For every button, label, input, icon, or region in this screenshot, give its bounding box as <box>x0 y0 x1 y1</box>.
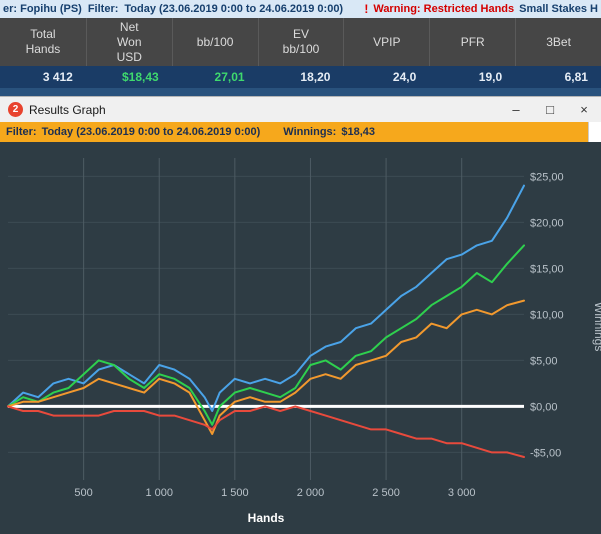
graph-filter-bar: Filter: Today (23.06.2019 0:00 to 24.06.… <box>0 122 601 142</box>
stat-value-bb100: 27,01 <box>214 70 245 84</box>
svg-text:3 000: 3 000 <box>448 487 476 499</box>
winnings-label: Winnings: <box>283 126 337 138</box>
warning-exclamation-icon: ! <box>364 2 369 16</box>
stat-value-pfr: 19,0 <box>478 70 503 84</box>
graph-filter-label: Filter: <box>6 126 37 138</box>
svg-text:2 500: 2 500 <box>372 487 400 499</box>
window-controls: – □ × <box>499 97 601 122</box>
svg-text:$0,00: $0,00 <box>530 401 558 413</box>
app-icon-glyph: 2 <box>12 104 19 115</box>
stat-header-net-won-usd: Net Won USD <box>85 18 172 66</box>
results-graph-titlebar[interactable]: 2 Results Graph – □ × <box>0 96 601 122</box>
hud-stats-header: Total Hands Net Won USD bb/100 EV bb/100… <box>0 18 601 66</box>
results-graph-chart: $25,00 $20,00 $15,00 $10,00 $5,00 $0,00 -$5,00… <box>0 142 601 534</box>
graph-filter-value: Today (23.06.2019 0:00 to 24.06.2019 0:0… <box>41 126 261 138</box>
stat-header-ev-bb100: EV bb/100 <box>257 18 344 66</box>
window-title: Results Graph <box>29 102 106 117</box>
svg-text:-$5,00: -$5,00 <box>530 447 561 459</box>
maximize-button[interactable]: □ <box>546 102 554 117</box>
svg-text:$25,00: $25,00 <box>530 171 564 183</box>
player-name-fragment: er: Fopihu (PS) <box>3 3 82 15</box>
warning-text: Warning: Restricted Hands <box>373 3 515 15</box>
scrollbar-stub[interactable] <box>588 122 601 142</box>
close-button[interactable]: × <box>580 102 588 117</box>
hud-window-bottom-edge <box>0 88 601 96</box>
stat-header-vpip: VPIP <box>343 18 429 66</box>
svg-text:$10,00: $10,00 <box>530 309 564 321</box>
minimize-button[interactable]: – <box>512 102 520 117</box>
top-filter-label: Filter: <box>87 3 119 15</box>
stat-value-ev-bb100: 18,20 <box>300 70 331 84</box>
stat-header-bb100: bb/100 <box>171 18 258 66</box>
hud-stats-values: 3 412 $18,43 27,01 18,20 24,0 19,0 6,81 <box>0 66 601 88</box>
top-filter-value: Today (23.06.2019 0:00 to 24.06.2019 0:0… <box>124 3 344 15</box>
svg-text:$5,00: $5,00 <box>530 355 558 367</box>
svg-text:2 000: 2 000 <box>297 487 325 499</box>
stat-value-net-won-usd: $18,43 <box>122 70 159 84</box>
stat-value-total-hands: 3 412 <box>42 70 73 84</box>
stat-header-total-hands: Total Hands <box>25 27 61 56</box>
stat-value-3bet: 6,81 <box>564 70 588 84</box>
warning-suffix-text: Small Stakes H <box>519 3 598 15</box>
stat-header-3bet: 3Bet <box>515 18 601 66</box>
svg-text:Winnings: Winnings <box>592 302 601 351</box>
stat-value-vpip: 24,0 <box>392 70 417 84</box>
svg-text:$15,00: $15,00 <box>530 263 564 275</box>
stat-header-pfr: PFR <box>429 18 515 66</box>
svg-text:Hands: Hands <box>248 511 285 525</box>
svg-text:$20,00: $20,00 <box>530 217 564 229</box>
svg-text:1 500: 1 500 <box>221 487 249 499</box>
svg-text:1 000: 1 000 <box>145 487 173 499</box>
hand2note-app-icon: 2 <box>8 102 23 117</box>
warning-area: ! Warning: Restricted Hands Small Stakes… <box>364 2 598 16</box>
background-window-header: er: Fopihu (PS) Filter: Today (23.06.201… <box>0 0 601 18</box>
winnings-value: $18,43 <box>341 126 375 138</box>
winnings-line-chart: $25,00 $20,00 $15,00 $10,00 $5,00 $0,00 -$5,00… <box>7 158 601 525</box>
svg-text:500: 500 <box>74 487 92 499</box>
